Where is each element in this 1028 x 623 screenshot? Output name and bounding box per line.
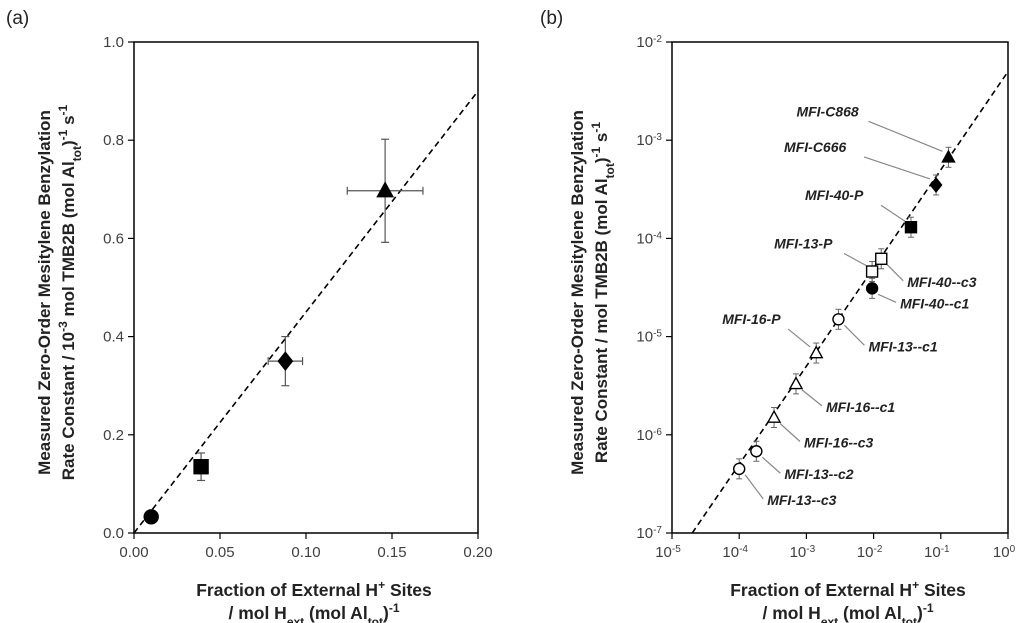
y-axis-label-line2: Rate Constant / mol TMB2B (mol Altot)-1 … bbox=[589, 122, 617, 463]
annotation-leader bbox=[779, 423, 801, 442]
fit-line bbox=[691, 71, 1009, 534]
y-axis-label-line2: Rate Constant / 10-3 mol TMB2B (mol Alto… bbox=[56, 104, 84, 480]
data-point-square bbox=[865, 265, 879, 278]
x-tick-label: 10-1 bbox=[924, 544, 950, 562]
y-tick-label: 0.2 bbox=[103, 427, 124, 444]
data-point-diamond bbox=[277, 351, 294, 372]
data-point-circle bbox=[143, 509, 159, 525]
panel-label: (a) bbox=[6, 8, 29, 29]
data-point-triangle bbox=[808, 345, 824, 359]
x-tick-label: 0.00 bbox=[119, 544, 148, 561]
data-point-circle bbox=[832, 313, 845, 326]
annotation-leader bbox=[843, 252, 867, 267]
x-tick-label: 100 bbox=[993, 544, 1016, 562]
annotation-leader bbox=[787, 328, 811, 348]
x-tick-label: 10-2 bbox=[857, 544, 883, 562]
data-point-circle bbox=[750, 445, 763, 458]
point-annotation: MFI-40-P bbox=[805, 187, 864, 203]
x-tick-label: 10-5 bbox=[655, 544, 681, 562]
x-tick-label: 0.10 bbox=[291, 544, 320, 561]
annotation-leader bbox=[761, 456, 781, 474]
fit-line bbox=[133, 90, 479, 534]
y-tick-label: 10-5 bbox=[636, 328, 662, 346]
data-point-triangle bbox=[766, 409, 782, 423]
point-annotation: MFI-13--c2 bbox=[784, 466, 853, 482]
annotation-leader bbox=[880, 204, 906, 222]
data-point-circle bbox=[733, 462, 746, 476]
point-annotation: MFI-C666 bbox=[784, 139, 846, 155]
y-tick-label: 10-3 bbox=[636, 132, 662, 150]
data-point-circle bbox=[865, 282, 879, 295]
y-tick-label: 0.0 bbox=[103, 525, 124, 542]
x-tick-label: 10-4 bbox=[722, 544, 748, 562]
annotation-leader bbox=[863, 156, 931, 180]
point-annotation: MFI-16--c1 bbox=[826, 399, 895, 415]
data-point-triangle bbox=[376, 181, 395, 198]
panel-b: (b) 10-5 10-4 10-3 10-2 10-1 100 10-7 10-6 10-5 10… bbox=[540, 8, 1016, 623]
y-tick-label: 1.0 bbox=[103, 34, 124, 51]
point-annotation: MFI-16-P bbox=[722, 311, 781, 327]
panel-label: (b) bbox=[540, 8, 563, 29]
point-annotation: MFI-16--c3 bbox=[804, 435, 873, 451]
point-annotation: MFI-C868 bbox=[796, 103, 858, 119]
data-point-square bbox=[875, 252, 888, 265]
x-tick-label: 0.05 bbox=[205, 544, 234, 561]
data-point-triangle bbox=[941, 149, 956, 163]
x-axis-label-line2: / mol Hext (mol Altot)-1 bbox=[762, 601, 933, 623]
y-tick-label: 0.6 bbox=[103, 230, 124, 247]
data-point-triangle bbox=[788, 376, 804, 390]
y-tick-label: 10-2 bbox=[636, 34, 662, 52]
data-point-square bbox=[904, 221, 918, 234]
panel-a: (a) 0.00 0.05 0.10 0.15 0.20 0.0 0.2 0.4 0.6 0.8 1.… bbox=[6, 8, 493, 623]
x-axis-label-line2: / mol Hext (mol Altot)-1 bbox=[228, 601, 399, 623]
y-tick-label: 10-7 bbox=[636, 525, 662, 543]
x-tick-label: 0.15 bbox=[377, 544, 406, 561]
y-axis-label-line1: Measured Zero-Order Mesitylene Benzylati… bbox=[568, 110, 587, 475]
plot-frame bbox=[671, 41, 1009, 534]
point-annotation: MFI-40--c1 bbox=[900, 295, 969, 311]
y-tick-label: 10-6 bbox=[636, 426, 662, 444]
x-tick-label: 10-3 bbox=[790, 544, 816, 562]
annotation-leader bbox=[877, 293, 897, 303]
y-tick-label: 0.8 bbox=[103, 132, 124, 149]
point-annotation: MFI-13--c3 bbox=[767, 492, 836, 508]
annotation-leader bbox=[868, 120, 943, 152]
y-tick-label: 10-4 bbox=[636, 230, 662, 248]
y-tick-label: 0.4 bbox=[103, 329, 124, 346]
data-point-diamond bbox=[929, 176, 943, 193]
x-axis-label-line1: Fraction of External H+ Sites bbox=[730, 578, 966, 600]
point-annotation: MFI-40--c3 bbox=[907, 274, 976, 290]
annotation-leader bbox=[744, 474, 764, 500]
annotation-leader bbox=[844, 324, 865, 346]
x-tick-label: 0.20 bbox=[463, 544, 492, 561]
point-annotation: MFI-13--c1 bbox=[868, 338, 937, 354]
plot-frame bbox=[133, 41, 479, 534]
annotation-leader bbox=[801, 389, 823, 407]
annotation-leader bbox=[886, 264, 904, 282]
data-point-square bbox=[193, 459, 209, 475]
point-annotation: MFI-13-P bbox=[774, 236, 833, 252]
x-axis-label-line1: Fraction of External H+ Sites bbox=[196, 578, 432, 600]
y-axis-label-line1: Measured Zero-Order Mesitylene Benzylati… bbox=[35, 110, 54, 475]
